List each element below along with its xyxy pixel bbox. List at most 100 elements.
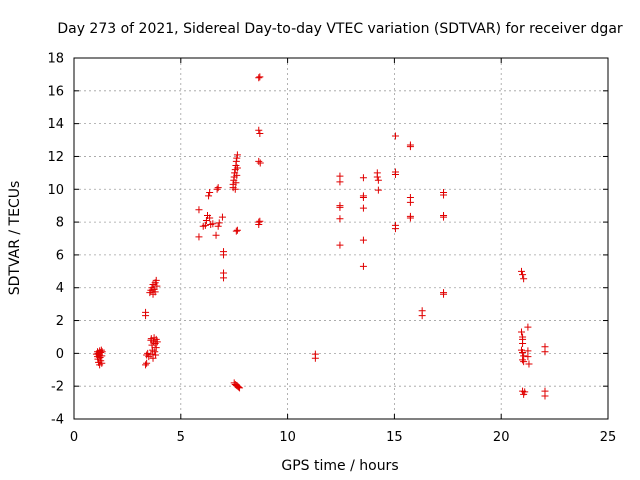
- x-tick-label: 15: [386, 430, 403, 445]
- data-point: [406, 143, 414, 151]
- data-point: [143, 359, 151, 367]
- data-point: [524, 353, 532, 361]
- data-point: [213, 185, 221, 193]
- data-point: [142, 312, 150, 320]
- data-point: [359, 193, 367, 201]
- data-point: [206, 189, 214, 197]
- data-point: [233, 226, 241, 234]
- data-point: [525, 360, 533, 368]
- y-tick-label: 14: [47, 117, 64, 132]
- x-tick-label: 20: [493, 430, 510, 445]
- data-point: [374, 176, 382, 184]
- data-point: [234, 383, 242, 391]
- data-point: [220, 251, 228, 259]
- data-point: [232, 227, 240, 235]
- data-point: [209, 220, 217, 228]
- data-point: [205, 192, 213, 200]
- data-point: [541, 348, 549, 356]
- data-point: [255, 157, 263, 165]
- data-point: [519, 271, 527, 279]
- data-point: [220, 274, 228, 282]
- data-point: [418, 312, 426, 320]
- x-tick-label: 25: [600, 430, 617, 445]
- data-point: [218, 213, 226, 221]
- data-point: [96, 353, 104, 361]
- data-point: [520, 358, 528, 366]
- data-point: [195, 233, 203, 241]
- data-point: [519, 340, 527, 348]
- data-point: [336, 203, 344, 211]
- data-point: [440, 290, 448, 298]
- y-tick-label: 8: [56, 216, 64, 231]
- y-tick-label: 18: [47, 52, 64, 67]
- data-point: [255, 74, 263, 82]
- data-point: [98, 348, 106, 356]
- data-point: [206, 214, 214, 222]
- y-tick-label: 12: [47, 150, 64, 165]
- data-point: [524, 323, 532, 331]
- data-point: [152, 276, 160, 284]
- data-point: [231, 185, 239, 193]
- data-point: [233, 171, 241, 179]
- data-point: [359, 262, 367, 270]
- y-tick-label: 6: [56, 248, 64, 263]
- data-point: [151, 348, 159, 356]
- data-point: [391, 225, 399, 233]
- data-point: [336, 215, 344, 223]
- data-point: [153, 282, 161, 290]
- data-point: [520, 275, 528, 283]
- data-point: [519, 356, 527, 364]
- data-point: [148, 341, 156, 349]
- data-point: [233, 151, 241, 159]
- y-tick-label: 0: [56, 347, 64, 362]
- data-point: [391, 132, 399, 140]
- grid-lines: [74, 58, 608, 419]
- data-point: [233, 164, 241, 172]
- plot-frame: [73, 57, 609, 420]
- data-point: [212, 231, 220, 239]
- data-point: [256, 73, 264, 81]
- data-point: [391, 171, 399, 179]
- data-point: [406, 198, 414, 206]
- data-point: [255, 221, 263, 229]
- data-point: [195, 206, 203, 214]
- x-tick-label: 10: [279, 430, 296, 445]
- data-point: [232, 179, 240, 187]
- data-point: [144, 349, 152, 357]
- chart-title: Day 273 of 2021, Sidereal Day-to-day VTE…: [57, 21, 623, 37]
- data-point: [373, 173, 381, 181]
- data-point: [233, 154, 241, 162]
- data-point: [214, 222, 222, 230]
- x-tick-label: 5: [177, 430, 185, 445]
- data-point: [152, 344, 160, 352]
- data-point: [359, 174, 367, 182]
- data-point: [151, 288, 159, 296]
- data-point: [153, 338, 161, 346]
- data-point: [255, 126, 263, 134]
- data-point: [201, 221, 209, 229]
- data-point: [311, 354, 319, 362]
- data-point: [517, 267, 525, 275]
- data-point: [147, 350, 155, 358]
- data-point: [517, 328, 525, 336]
- data-point: [336, 241, 344, 249]
- y-tick-label: -4: [51, 413, 64, 428]
- data-point: [406, 214, 414, 222]
- data-point: [142, 361, 150, 369]
- data-points: [92, 73, 549, 400]
- data-point: [440, 191, 448, 199]
- y-tick-labels: -4 -2 0 2 4 6 8 10 12 14 16 18: [47, 52, 64, 428]
- data-point: [215, 219, 223, 227]
- data-point: [541, 392, 549, 400]
- y-axis-label: SDTVAR / TECUs: [7, 181, 23, 296]
- y-tick-label: 2: [56, 314, 64, 329]
- y-tick-label: 10: [47, 183, 64, 198]
- data-point: [152, 351, 160, 359]
- y-tick-label: 16: [47, 84, 64, 99]
- data-point: [521, 388, 529, 396]
- data-point: [256, 217, 264, 225]
- data-point: [214, 184, 222, 192]
- data-point: [98, 359, 106, 367]
